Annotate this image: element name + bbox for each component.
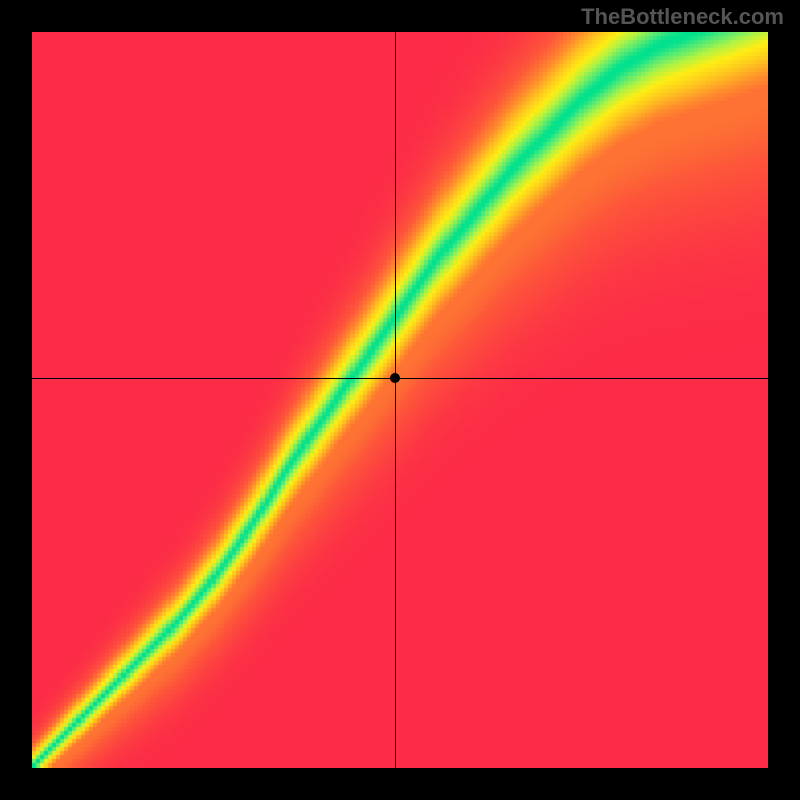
heatmap-canvas — [32, 32, 768, 768]
chart-container: TheBottleneck.com — [0, 0, 800, 800]
crosshair-marker — [390, 373, 400, 383]
watermark-text: TheBottleneck.com — [581, 4, 784, 30]
plot-area — [32, 32, 768, 768]
crosshair-vertical — [395, 32, 396, 768]
crosshair-horizontal — [32, 378, 768, 379]
